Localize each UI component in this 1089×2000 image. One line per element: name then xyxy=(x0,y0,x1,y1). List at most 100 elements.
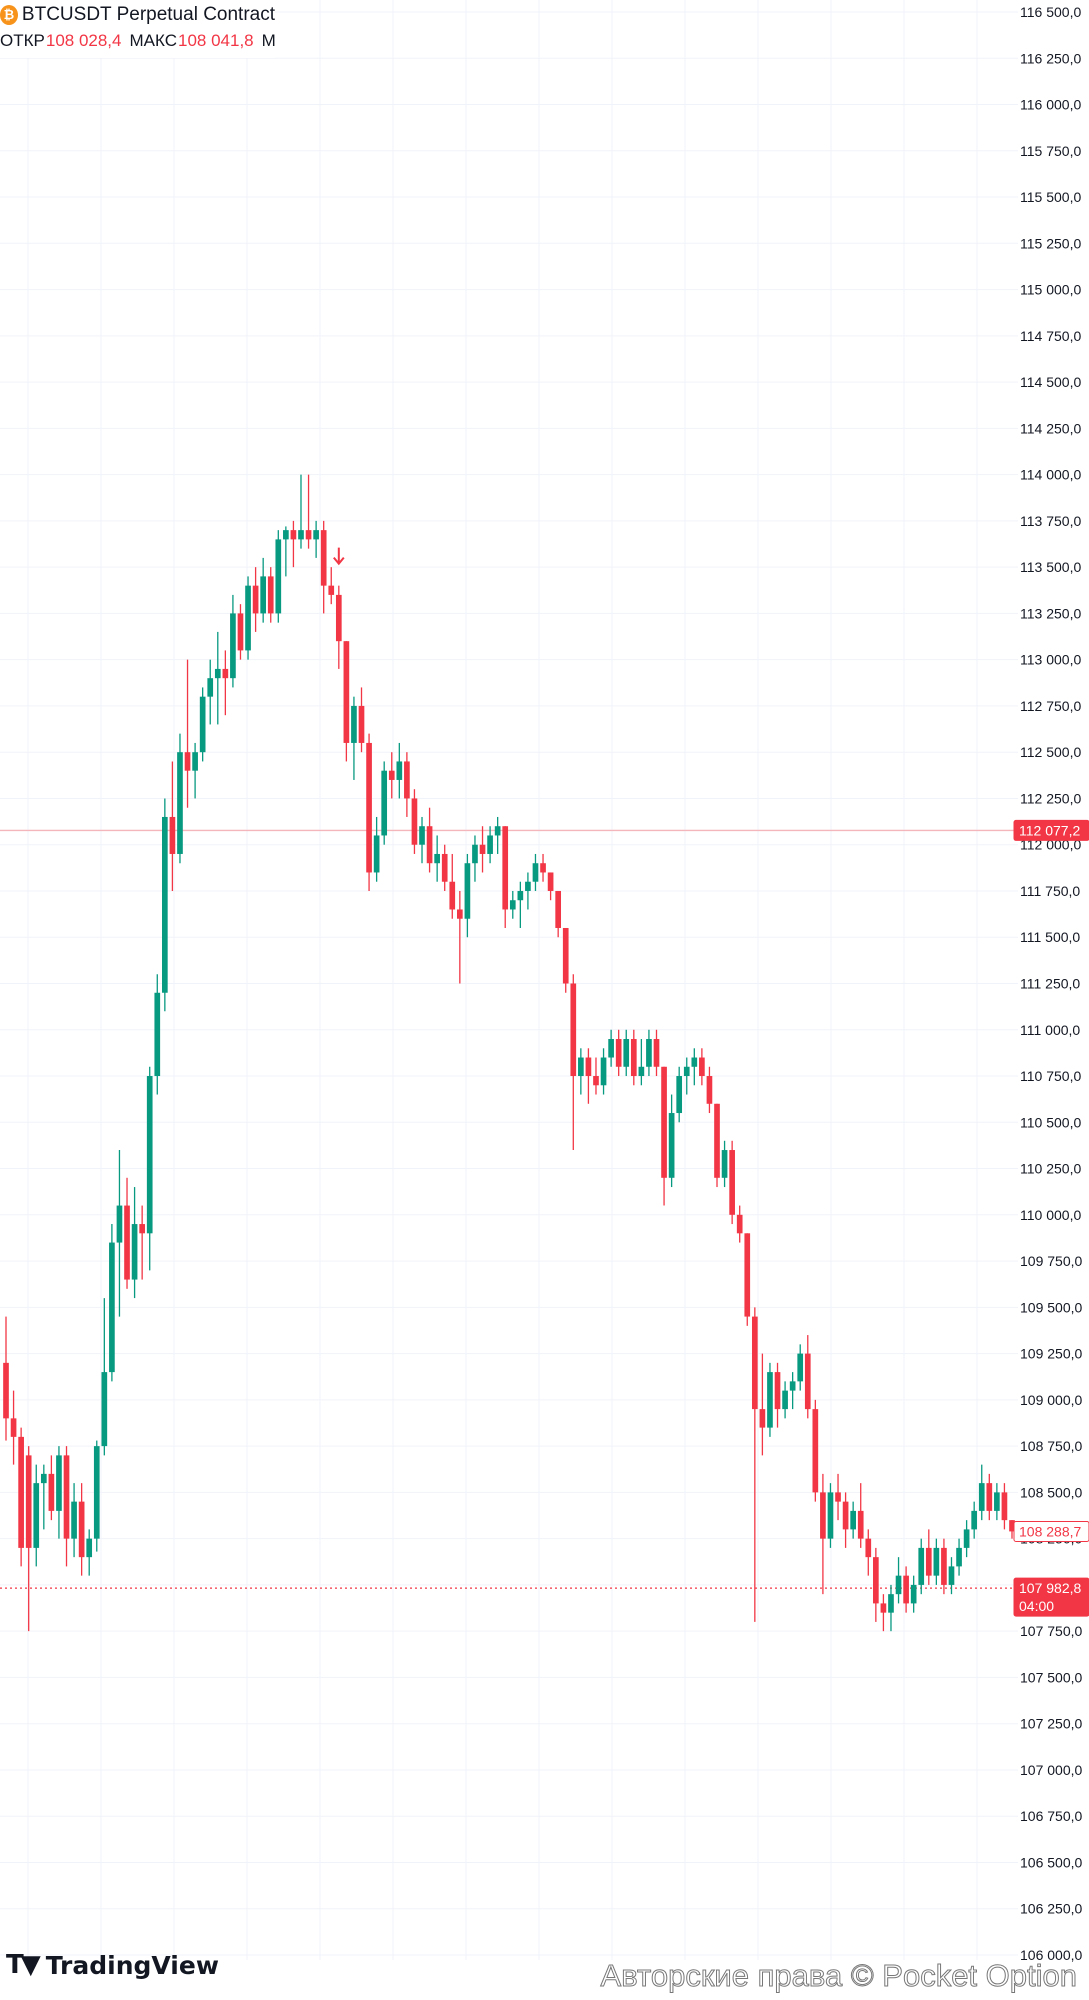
price-axis-background xyxy=(1018,0,1089,2000)
candle xyxy=(729,1140,735,1225)
candle xyxy=(547,872,554,901)
candle-body xyxy=(116,1205,123,1243)
open-value: 108 028,4 xyxy=(45,31,122,50)
candle-body xyxy=(812,1409,819,1493)
candle-body xyxy=(56,1455,62,1511)
candle xyxy=(25,1446,32,1632)
candle xyxy=(18,1427,24,1567)
candle xyxy=(267,567,274,623)
candle-body xyxy=(298,530,304,540)
candle-body xyxy=(487,835,493,854)
candle-body xyxy=(562,927,569,984)
price-tick-label: 114 250,0 xyxy=(1020,420,1081,436)
candle-body xyxy=(873,1557,879,1604)
candle xyxy=(396,742,403,799)
price-marker-lines xyxy=(0,829,1018,1589)
candle xyxy=(903,1566,909,1613)
price-tick-label: 111 500,0 xyxy=(1020,929,1080,945)
candle-body xyxy=(131,1224,138,1280)
candle xyxy=(532,853,539,891)
candle-body xyxy=(184,752,191,771)
candle xyxy=(699,1048,705,1086)
candle xyxy=(472,835,478,882)
candle-body xyxy=(888,1594,894,1613)
candle xyxy=(600,1048,607,1095)
candle xyxy=(865,1529,872,1576)
candle-body xyxy=(570,983,577,1077)
candle xyxy=(925,1529,932,1585)
grid-lines xyxy=(0,0,1018,1960)
candle xyxy=(3,1316,9,1441)
candle-body xyxy=(517,890,524,901)
candle xyxy=(441,844,448,891)
candle xyxy=(154,974,161,1095)
bitcoin-icon: ₿ xyxy=(0,5,18,25)
price-tick-label: 115 500,0 xyxy=(1020,189,1081,205)
candle-body xyxy=(903,1575,909,1604)
price-tick-label: 112 750,0 xyxy=(1020,698,1081,714)
candle xyxy=(1001,1483,1008,1530)
candle-body xyxy=(275,539,282,614)
candle xyxy=(873,1547,879,1622)
candle-body xyxy=(169,816,176,854)
candle-body xyxy=(865,1538,872,1558)
sell-arrow-icon xyxy=(333,547,345,566)
candle xyxy=(668,1094,675,1188)
price-tick-label: 113 500,0 xyxy=(1020,559,1081,575)
candle xyxy=(207,659,214,725)
symbol-title[interactable]: BTCUSDT Perpetual Contract xyxy=(21,4,275,25)
price-tick-label: 113 250,0 xyxy=(1020,605,1081,621)
candle-body xyxy=(320,530,327,586)
candle-body xyxy=(600,1057,607,1086)
candle-body xyxy=(646,1039,652,1067)
candle xyxy=(578,1048,584,1095)
candle-body xyxy=(744,1233,751,1317)
candle-body xyxy=(767,1372,773,1428)
price-tick-label: 107 250,0 xyxy=(1020,1716,1082,1732)
candle-body xyxy=(33,1483,40,1548)
copyright-watermark: Авторские права © Pocket Option xyxy=(600,1958,1077,1994)
candle-body xyxy=(963,1529,970,1548)
candle-body xyxy=(789,1381,796,1391)
candle-body xyxy=(207,678,214,697)
candle-body xyxy=(683,1066,690,1077)
candle xyxy=(759,1353,766,1456)
alert-line-price-label: 112 077,2 xyxy=(1019,822,1080,838)
price-tick-label: 108 750,0 xyxy=(1020,1438,1082,1454)
candle xyxy=(56,1446,62,1539)
candle-body xyxy=(71,1501,77,1539)
candle-body xyxy=(782,1390,788,1410)
candle-body xyxy=(214,668,221,679)
candle-body xyxy=(441,853,448,882)
price-tick-label: 115 750,0 xyxy=(1020,143,1081,159)
candle xyxy=(86,1529,93,1576)
price-tick-label: 110 500,0 xyxy=(1020,1114,1081,1130)
candle xyxy=(237,604,244,660)
candle xyxy=(464,853,471,938)
price-tick-label: 110 000,0 xyxy=(1020,1207,1081,1223)
candle-body xyxy=(555,890,562,928)
candle xyxy=(93,1440,100,1552)
candle xyxy=(978,1464,985,1521)
candle-body xyxy=(1009,1520,1015,1532)
candle xyxy=(426,807,433,873)
candle-body xyxy=(918,1547,925,1585)
candle-body xyxy=(434,853,440,864)
candle xyxy=(222,650,229,716)
candle-body xyxy=(895,1575,902,1595)
candle-body xyxy=(396,761,403,780)
candle xyxy=(366,733,372,891)
candle-body xyxy=(842,1501,849,1530)
candle-body xyxy=(608,1039,614,1058)
candle-body xyxy=(305,530,312,540)
candle xyxy=(714,1103,720,1188)
tradingview-logo[interactable]: T▼ TradingView xyxy=(6,1950,219,1980)
candle-body xyxy=(615,1039,622,1067)
price-tick-label: 109 000,0 xyxy=(1020,1392,1082,1408)
candle xyxy=(275,530,282,623)
candle xyxy=(540,853,546,882)
candle-body xyxy=(86,1538,93,1558)
candle xyxy=(676,1066,683,1123)
price-marker-labels: 112 077,2 108 288,7 107 982,8 04:00 xyxy=(1013,819,1089,1617)
